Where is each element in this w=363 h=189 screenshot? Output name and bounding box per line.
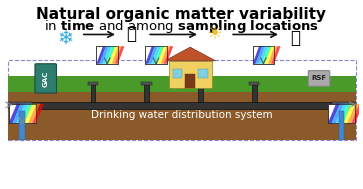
Polygon shape	[9, 104, 21, 123]
Bar	[144, 84, 149, 102]
Bar	[195, 82, 206, 85]
Bar	[9, 104, 36, 123]
Bar	[169, 61, 212, 88]
Polygon shape	[347, 104, 359, 123]
Bar	[173, 69, 182, 78]
Polygon shape	[253, 46, 262, 64]
Polygon shape	[112, 46, 121, 64]
Bar	[9, 104, 36, 123]
Polygon shape	[343, 104, 355, 123]
Bar	[97, 46, 118, 64]
Polygon shape	[265, 46, 274, 64]
Text: ❄: ❄	[57, 29, 73, 48]
Bar	[252, 84, 257, 102]
Polygon shape	[351, 104, 363, 123]
Polygon shape	[332, 104, 344, 123]
Polygon shape	[160, 46, 170, 64]
Bar	[91, 84, 95, 102]
Polygon shape	[24, 104, 36, 123]
Polygon shape	[28, 104, 40, 123]
Polygon shape	[336, 104, 348, 123]
Polygon shape	[155, 46, 164, 64]
Text: ☀: ☀	[207, 26, 223, 43]
Polygon shape	[106, 46, 115, 64]
Bar	[88, 82, 98, 85]
Polygon shape	[164, 46, 173, 64]
Polygon shape	[158, 46, 167, 64]
Bar	[8, 76, 356, 92]
Polygon shape	[16, 104, 29, 123]
Bar	[328, 104, 355, 123]
Polygon shape	[328, 104, 340, 123]
Polygon shape	[151, 46, 161, 64]
Bar	[8, 102, 32, 109]
Polygon shape	[13, 104, 25, 123]
Polygon shape	[268, 46, 277, 64]
Text: in $\bf{time}$ and among $\bf{sampling\ locations}$: in $\bf{time}$ and among $\bf{sampling\ …	[44, 18, 319, 35]
Bar	[145, 46, 167, 64]
Bar	[185, 74, 195, 88]
Polygon shape	[115, 46, 125, 64]
Polygon shape	[97, 46, 106, 64]
Bar	[19, 111, 25, 140]
Bar	[141, 82, 152, 85]
Bar	[253, 46, 274, 64]
Bar	[8, 77, 356, 91]
Polygon shape	[339, 104, 352, 123]
Polygon shape	[145, 46, 155, 64]
Polygon shape	[20, 104, 32, 123]
Bar	[145, 46, 167, 64]
Polygon shape	[32, 104, 44, 123]
Polygon shape	[165, 47, 216, 61]
Bar	[97, 46, 118, 64]
Bar	[24, 102, 339, 109]
Text: Natural organic matter variability: Natural organic matter variability	[36, 7, 326, 22]
Text: 🍂: 🍂	[291, 29, 301, 47]
Text: RSF: RSF	[311, 75, 327, 81]
Polygon shape	[271, 46, 281, 64]
Polygon shape	[256, 46, 265, 64]
Bar	[339, 111, 344, 140]
Polygon shape	[262, 46, 272, 64]
Bar	[198, 69, 208, 78]
Bar	[332, 102, 356, 109]
Polygon shape	[259, 46, 268, 64]
Bar	[8, 91, 356, 140]
Polygon shape	[99, 46, 109, 64]
Text: 🍃: 🍃	[127, 26, 136, 43]
Bar	[249, 82, 260, 85]
FancyBboxPatch shape	[35, 64, 57, 93]
Polygon shape	[109, 46, 118, 64]
Text: GAC: GAC	[43, 70, 49, 87]
Bar	[253, 46, 274, 64]
Text: Drinking water distribution system: Drinking water distribution system	[91, 111, 272, 120]
Polygon shape	[103, 46, 112, 64]
FancyBboxPatch shape	[308, 70, 330, 86]
Bar	[198, 84, 203, 102]
Polygon shape	[148, 46, 158, 64]
Bar	[328, 104, 355, 123]
